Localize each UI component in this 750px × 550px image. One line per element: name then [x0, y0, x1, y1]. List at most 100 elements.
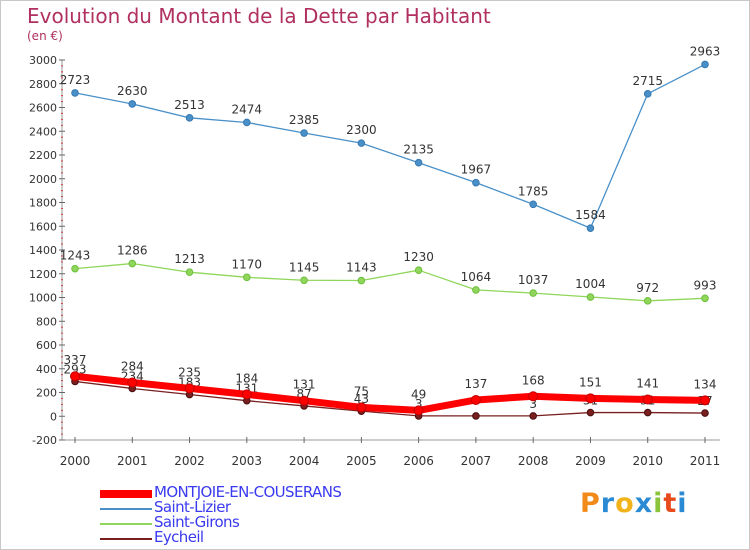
- logo-letter: o: [615, 488, 635, 519]
- data-label: 131: [293, 378, 316, 392]
- y-tick-label: 2400: [29, 125, 57, 138]
- data-label: 972: [636, 281, 659, 295]
- y-tick-label: 1000: [29, 292, 57, 305]
- data-point: [241, 389, 252, 400]
- data-point: [128, 100, 137, 108]
- data-label: 1785: [518, 184, 549, 198]
- data-point: [357, 276, 366, 285]
- data-point: [472, 178, 480, 187]
- data-label: 141: [636, 377, 659, 391]
- data-point: [701, 409, 709, 417]
- data-point: [356, 402, 367, 413]
- data-label: 1143: [346, 261, 377, 275]
- data-point: [529, 412, 537, 420]
- data-point: [585, 393, 596, 404]
- data-label: 1145: [289, 260, 320, 274]
- x-tick-label: 2000: [60, 454, 91, 468]
- y-tick-label: 1600: [29, 220, 57, 233]
- y-tick-label: 1400: [29, 244, 57, 257]
- x-tick-label: 2005: [346, 454, 377, 468]
- data-label: 2513: [174, 98, 205, 112]
- y-tick-label: 3000: [29, 54, 57, 67]
- y-tick-label: 2800: [29, 78, 57, 91]
- data-label: 1037: [518, 273, 549, 287]
- logo-letter: P: [580, 488, 601, 519]
- x-tick-label: 2008: [518, 454, 549, 468]
- data-label: 1064: [461, 270, 492, 284]
- legend-swatch: [100, 490, 152, 498]
- data-point: [71, 264, 79, 273]
- data-point: [185, 268, 194, 277]
- x-tick-label: 2007: [461, 454, 492, 468]
- chart-title: Evolution du Montant de la Dette par Hab…: [27, 4, 491, 28]
- logo-letter: t: [663, 488, 678, 519]
- data-label: 2135: [403, 143, 434, 157]
- data-point: [529, 200, 537, 209]
- logo-letter: x: [634, 488, 654, 519]
- data-point: [472, 412, 480, 420]
- x-tick-label: 2003: [232, 454, 263, 468]
- data-point: [413, 405, 424, 416]
- data-point: [127, 377, 138, 388]
- data-label: 3: [529, 397, 537, 411]
- data-label: 2474: [232, 102, 263, 116]
- data-point: [299, 395, 310, 406]
- data-label: 284: [121, 360, 144, 374]
- data-point: [642, 394, 653, 405]
- logo-letter: i: [677, 488, 688, 519]
- legend-label: MONTJOIE-EN-COUSERANS: [154, 483, 342, 501]
- data-label: 43: [354, 392, 369, 406]
- y-tick-label: 0: [50, 410, 57, 423]
- data-label: 75: [354, 384, 369, 398]
- data-point: [184, 383, 195, 394]
- legend-swatch: [100, 508, 152, 510]
- data-point: [643, 297, 652, 305]
- x-tick-label: 2002: [174, 454, 205, 468]
- y-tick-label: 800: [36, 315, 57, 328]
- legend-label: Eycheil: [154, 528, 204, 546]
- data-label: 168: [522, 373, 545, 387]
- y-tick-label: 200: [36, 387, 57, 400]
- data-label: 1170: [232, 257, 263, 271]
- data-point: [243, 118, 251, 127]
- data-point: [586, 293, 595, 301]
- data-point: [414, 266, 423, 274]
- data-point: [529, 289, 537, 297]
- y-tick-label: 2200: [29, 149, 57, 162]
- x-tick-label: 2001: [117, 454, 148, 468]
- data-label: 2723: [60, 73, 91, 87]
- data-point: [357, 139, 366, 147]
- data-label: 2300: [346, 123, 377, 137]
- data-point: [643, 408, 652, 417]
- data-point: [528, 391, 539, 402]
- data-label: 1004: [575, 277, 606, 291]
- data-point: [300, 129, 308, 137]
- data-point: [185, 114, 194, 122]
- data-label: 1243: [60, 249, 91, 263]
- data-label: 1584: [575, 208, 606, 222]
- series-line: [74, 63, 706, 229]
- data-point: [643, 90, 652, 98]
- x-tick-label: 2006: [403, 454, 434, 468]
- data-point: [700, 395, 710, 406]
- y-tick-label: 400: [36, 363, 57, 376]
- legend-swatch: [100, 538, 152, 540]
- chart-subtitle: (en €): [27, 29, 63, 43]
- y-tick-label: -200: [32, 434, 57, 447]
- logo-letter: r: [600, 488, 616, 519]
- legend-swatch: [100, 523, 152, 525]
- x-tick-label: 2004: [289, 454, 320, 468]
- data-point: [128, 259, 137, 268]
- data-label: 293: [64, 362, 87, 376]
- x-tick-label: 2010: [632, 454, 663, 468]
- data-label: 137: [464, 377, 487, 391]
- data-label: 2963: [690, 44, 721, 58]
- data-point: [71, 89, 79, 97]
- proxiti-logo: Proxiti: [580, 488, 688, 519]
- y-tick-label: 1800: [29, 197, 57, 210]
- legend-label: Saint-Girons: [154, 513, 240, 531]
- data-point: [701, 294, 709, 303]
- data-label: 3: [415, 397, 423, 411]
